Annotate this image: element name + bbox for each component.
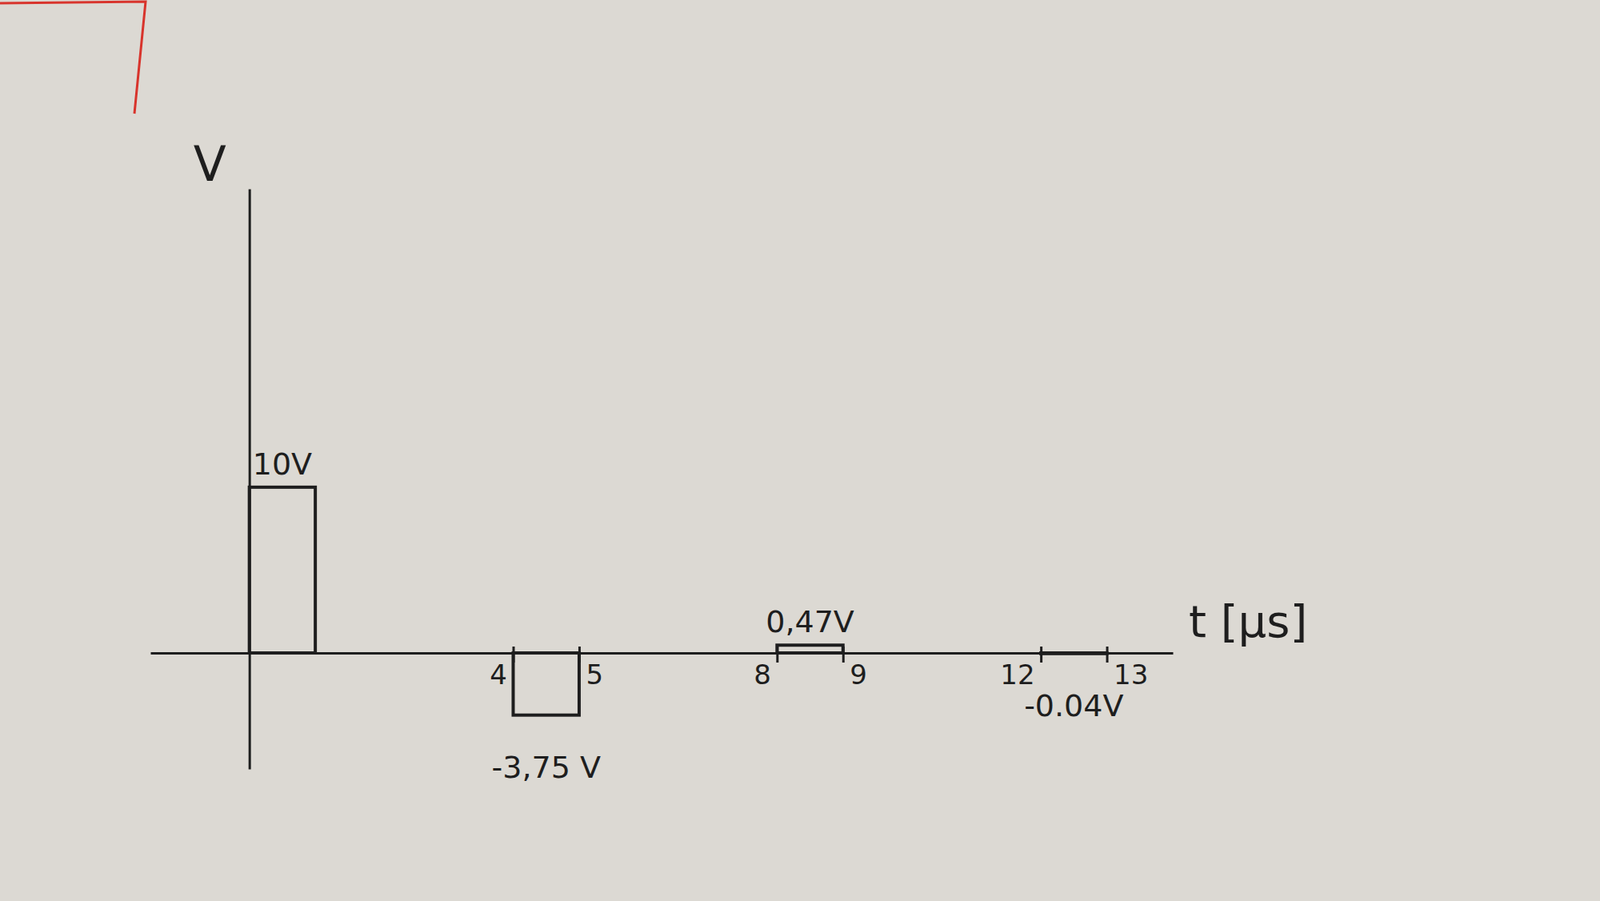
pulse	[1040, 651, 1107, 656]
pulse	[512, 652, 579, 716]
chart: 4 5 8 9 12 13 10V -3,75 V 0,47V -0.04V Vt [µs]	[0, 0, 1600, 901]
x-tick-label: 12	[1000, 658, 1035, 691]
pulse	[249, 487, 316, 653]
x-tick: 4	[489, 646, 514, 691]
y-axis-line	[248, 189, 252, 770]
y-axis-title: V	[193, 136, 227, 192]
x-tick: 5	[579, 646, 604, 691]
data-label: 10V	[252, 446, 312, 482]
x-tick: 12	[1000, 646, 1041, 691]
data-label: -0.04V	[1024, 688, 1124, 724]
x-tick-label: 13	[1113, 658, 1148, 691]
x-tick-label: 4	[489, 658, 508, 691]
x-axis-title: t [µs]	[1188, 595, 1308, 648]
data-label: 0,47V	[765, 604, 855, 640]
x-tick-label: 9	[849, 658, 868, 691]
x-tick-label: 5	[585, 658, 604, 691]
pulse	[776, 644, 843, 653]
data-labels: 10V -3,75 V 0,47V -0.04V	[252, 446, 1124, 785]
pulses	[249, 487, 1108, 716]
x-tick: 9	[843, 646, 868, 691]
x-tick: 8	[753, 646, 778, 691]
data-label: -3,75 V	[492, 749, 601, 785]
whiteboard	[0, 0, 1600, 901]
red-stroke	[0, 1, 146, 114]
x-tick: 13	[1107, 646, 1148, 691]
y-axis	[249, 189, 251, 770]
x-tick-label: 8	[753, 658, 772, 691]
